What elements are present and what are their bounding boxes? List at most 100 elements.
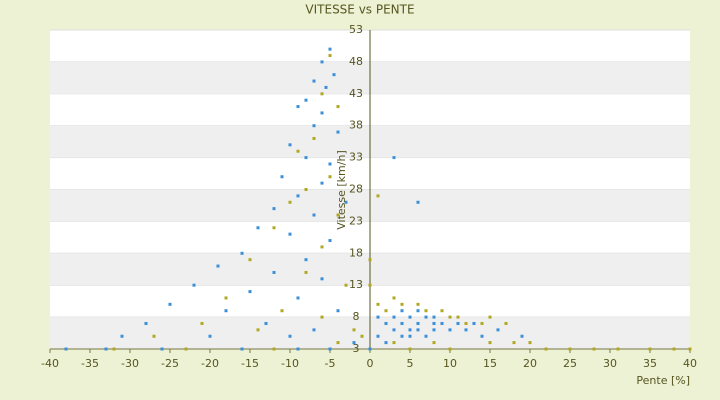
point xyxy=(256,328,260,332)
point xyxy=(488,341,492,345)
x-tick-label: -20 xyxy=(201,357,219,370)
point xyxy=(320,181,324,185)
point xyxy=(320,92,324,96)
point xyxy=(288,232,292,236)
point xyxy=(280,175,284,179)
point xyxy=(64,347,68,351)
point xyxy=(272,270,276,274)
point xyxy=(120,334,124,338)
x-tick-label: 40 xyxy=(683,357,697,370)
point xyxy=(296,194,300,198)
point xyxy=(312,328,316,332)
point xyxy=(384,321,388,325)
point xyxy=(368,347,372,351)
point xyxy=(288,143,292,147)
point xyxy=(328,162,332,166)
point xyxy=(296,105,300,109)
point xyxy=(432,341,436,345)
point xyxy=(248,258,252,262)
y-tick-label: 3 xyxy=(353,342,360,355)
point xyxy=(320,315,324,319)
point xyxy=(200,321,204,325)
point xyxy=(416,321,420,325)
point xyxy=(472,321,476,325)
x-tick-label: 5 xyxy=(407,357,414,370)
point xyxy=(376,315,380,319)
point xyxy=(416,309,420,313)
point xyxy=(104,347,108,351)
point xyxy=(332,73,336,77)
point xyxy=(544,347,548,351)
x-tick-label: -35 xyxy=(81,357,99,370)
point xyxy=(424,315,428,319)
point xyxy=(312,79,316,83)
point xyxy=(480,334,484,338)
point xyxy=(440,309,444,313)
point xyxy=(488,315,492,319)
point xyxy=(528,341,532,345)
x-tick-label: 25 xyxy=(563,357,577,370)
point xyxy=(376,194,380,198)
point xyxy=(344,200,348,204)
point xyxy=(224,296,228,300)
y-tick-label: 8 xyxy=(353,310,360,323)
point xyxy=(360,334,364,338)
point xyxy=(192,283,196,287)
point xyxy=(464,321,468,325)
y-tick-label: 18 xyxy=(349,246,363,259)
y-tick-label: 48 xyxy=(349,55,363,68)
x-tick-label: -25 xyxy=(161,357,179,370)
point xyxy=(312,136,316,140)
point xyxy=(392,315,396,319)
y-tick-label: 23 xyxy=(349,214,363,227)
x-tick-label: -40 xyxy=(41,357,59,370)
x-tick-label: 0 xyxy=(367,357,374,370)
point xyxy=(416,302,420,306)
point xyxy=(384,341,388,345)
point xyxy=(336,105,340,109)
point xyxy=(392,296,396,300)
point xyxy=(456,315,460,319)
point xyxy=(464,328,468,332)
point xyxy=(336,130,340,134)
point xyxy=(424,309,428,313)
y-tick-label: 38 xyxy=(349,119,363,132)
point xyxy=(152,334,156,338)
point xyxy=(272,347,276,351)
x-tick-label: 10 xyxy=(443,357,457,370)
point xyxy=(496,328,500,332)
x-tick-label: -15 xyxy=(241,357,259,370)
y-tick-label: 53 xyxy=(349,23,363,36)
point xyxy=(184,347,188,351)
point xyxy=(336,213,340,217)
point xyxy=(432,328,436,332)
point xyxy=(328,47,332,51)
x-tick-label: -10 xyxy=(281,357,299,370)
point xyxy=(480,321,484,325)
point xyxy=(432,321,436,325)
point xyxy=(216,264,220,268)
point xyxy=(400,334,404,338)
point xyxy=(336,309,340,313)
point xyxy=(352,328,356,332)
point xyxy=(400,321,404,325)
point xyxy=(616,347,620,351)
point xyxy=(520,334,524,338)
point xyxy=(368,258,372,262)
x-tick-label: -5 xyxy=(325,357,336,370)
point xyxy=(568,347,572,351)
point xyxy=(408,334,412,338)
point xyxy=(328,239,332,243)
x-axis-title: Pente [%] xyxy=(636,374,690,387)
point xyxy=(328,347,332,351)
point xyxy=(440,321,444,325)
y-axis-title: Vitesse [km/h] xyxy=(335,150,348,230)
point xyxy=(304,98,308,102)
point xyxy=(160,347,164,351)
x-tick-label: 35 xyxy=(643,357,657,370)
point xyxy=(328,175,332,179)
point xyxy=(320,277,324,281)
point xyxy=(312,124,316,128)
point xyxy=(336,341,340,345)
